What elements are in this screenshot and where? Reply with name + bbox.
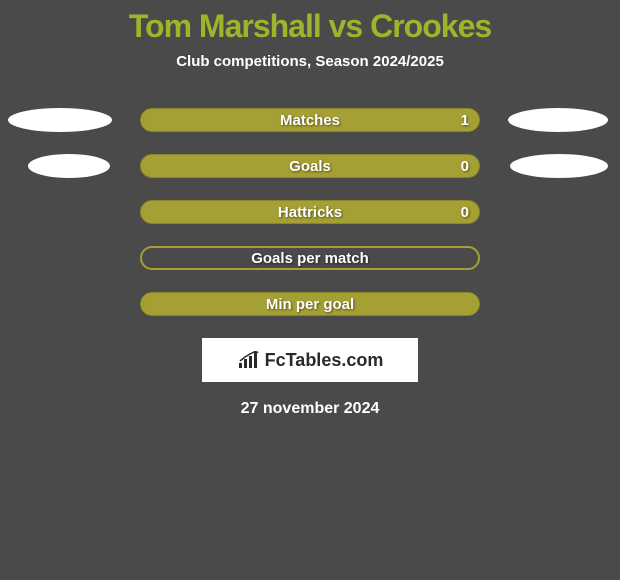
stats-chart: Matches 1 Goals 0 Hattricks 0 Goals per match M… bbox=[0, 108, 620, 316]
page-title: Tom Marshall vs Crookes bbox=[0, 0, 620, 45]
stat-value: 0 bbox=[461, 158, 469, 175]
left-ellipse bbox=[28, 154, 110, 178]
stat-row: Hattricks 0 bbox=[0, 200, 620, 224]
logo-box: FcTables.com bbox=[202, 338, 418, 382]
stat-value: 1 bbox=[461, 112, 469, 129]
right-ellipse bbox=[510, 154, 608, 178]
stat-label: Hattricks bbox=[278, 204, 342, 221]
left-ellipse bbox=[8, 108, 112, 132]
stat-row: Goals 0 bbox=[0, 154, 620, 178]
stat-row: Min per goal bbox=[0, 292, 620, 316]
stat-value: 0 bbox=[461, 204, 469, 221]
page-subtitle: Club competitions, Season 2024/2025 bbox=[0, 53, 620, 70]
logo: FcTables.com bbox=[237, 350, 384, 371]
date-label: 27 november 2024 bbox=[0, 400, 620, 418]
stat-bar: Hattricks 0 bbox=[140, 200, 480, 224]
stat-bar: Min per goal bbox=[140, 292, 480, 316]
stat-bar: Matches 1 bbox=[140, 108, 480, 132]
logo-label: FcTables.com bbox=[265, 350, 384, 371]
stat-label: Min per goal bbox=[266, 296, 354, 313]
right-ellipse bbox=[508, 108, 608, 132]
stat-label: Goals bbox=[289, 158, 331, 175]
stat-bar: Goals per match bbox=[140, 246, 480, 270]
stat-row: Matches 1 bbox=[0, 108, 620, 132]
stat-row: Goals per match bbox=[0, 246, 620, 270]
stat-bar: Goals 0 bbox=[140, 154, 480, 178]
stat-label: Goals per match bbox=[251, 250, 369, 267]
chart-icon bbox=[237, 351, 259, 369]
stat-label: Matches bbox=[280, 112, 340, 129]
